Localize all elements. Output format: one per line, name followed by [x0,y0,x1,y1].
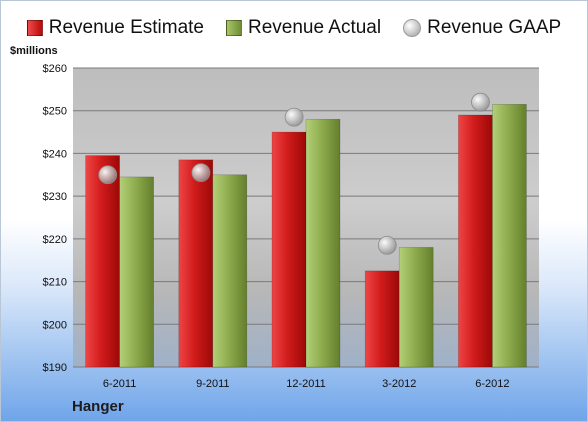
bar-revenue-actual [119,176,154,368]
x-tick-label: 12-2011 [286,378,326,390]
marker-revenue-gaap [191,163,211,183]
company-label: Hanger [72,398,124,415]
x-tick-label: 3-2012 [382,378,416,390]
x-tick-label: 6-2011 [103,378,136,390]
y-axis-unit-label: $millions [10,45,58,57]
y-tick-label: $230 [43,191,67,203]
y-tick-label: $200 [43,319,67,331]
marker-revenue-gaap [284,107,304,127]
legend-item-gaap: Revenue GAAP [403,17,561,39]
marker-revenue-gaap [471,92,490,112]
marker-revenue-gaap [377,235,397,255]
bar-revenue-actual [212,174,248,368]
bar-revenue-estimate [458,114,493,368]
bar-revenue-actual [398,247,434,368]
y-tick-label: $250 [43,106,67,118]
y-tick-label: $210 [43,277,67,289]
legend-swatch-actual [226,20,242,36]
legend-label-estimate: Revenue Estimate [48,17,204,38]
bar-revenue-estimate [85,155,120,368]
bar-revenue-estimate [271,131,307,368]
legend-item-estimate: Revenue Estimate [26,17,204,39]
legend-swatch-estimate [26,20,43,36]
x-tick-label: 6-2012 [475,378,509,390]
y-tick-label: $260 [43,63,67,75]
bar-revenue-actual [305,118,341,368]
legend-label-gaap: Revenue GAAP [427,17,562,38]
legend-label-actual: Revenue Actual [248,17,382,38]
y-tick-label: $220 [43,234,67,246]
x-tick-label: 9-2011 [196,378,229,390]
legend-item-actual: Revenue Actual [226,17,381,39]
legend-swatch-gaap [403,19,422,37]
y-tick-label: $240 [43,148,67,160]
legend: Revenue Estimate Revenue Actual Revenue … [0,14,588,42]
bar-revenue-estimate [364,270,400,368]
y-tick-label: $190 [43,362,67,374]
bar-revenue-estimate [178,159,214,368]
marker-revenue-gaap [98,165,118,185]
bar-revenue-actual [492,104,527,368]
